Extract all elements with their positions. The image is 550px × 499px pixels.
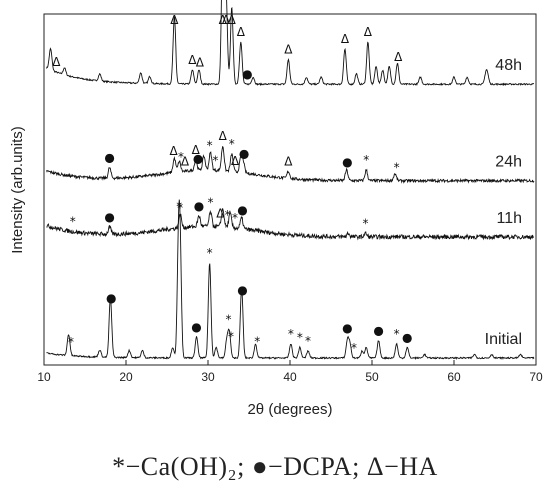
x-tick-label: 20 bbox=[119, 370, 133, 384]
peak-marker: * bbox=[207, 246, 213, 260]
peak-marker: ● bbox=[237, 203, 247, 217]
peak-marker: * bbox=[362, 216, 368, 230]
y-axis-label: Intensity (arb.units) bbox=[9, 126, 26, 254]
peak-marker: Δ bbox=[341, 32, 350, 46]
peak-marker: * bbox=[178, 150, 184, 164]
peak-marker: * bbox=[351, 341, 357, 355]
peak-marker: Δ bbox=[394, 50, 403, 64]
traces bbox=[46, 0, 535, 360]
peak-marker: Δ bbox=[219, 13, 228, 27]
peak-marker: ● bbox=[193, 152, 203, 166]
peak-marker: ● bbox=[342, 155, 352, 169]
peak-marker: ● bbox=[373, 323, 383, 337]
peak-marker: ● bbox=[237, 283, 247, 297]
peak-marker: * bbox=[228, 330, 234, 344]
legend-caption: *−Ca(OH)₂; ●−DCPA; Δ−HA bbox=[112, 452, 438, 481]
peak-marker: * bbox=[363, 153, 369, 167]
peak-marker: ● bbox=[106, 291, 116, 305]
peak-marker: * bbox=[394, 327, 400, 341]
peak-marker: Δ bbox=[170, 13, 179, 27]
peak-marker: * bbox=[288, 327, 294, 341]
trace-24h bbox=[46, 145, 535, 184]
peak-marker: * bbox=[70, 215, 76, 229]
trace-label: 24h bbox=[495, 154, 522, 171]
peak-marker: Δ bbox=[222, 13, 231, 27]
peak-marker: Δ bbox=[52, 55, 61, 69]
peak-marker: ● bbox=[242, 67, 252, 81]
peak-marker: Δ bbox=[284, 154, 293, 168]
peak-marker: Δ bbox=[237, 25, 246, 39]
peak-marker: * bbox=[229, 137, 235, 151]
x-tick-label: 40 bbox=[283, 370, 297, 384]
peak-marker: Δ bbox=[192, 143, 201, 157]
trace-label: 48h bbox=[495, 57, 522, 74]
trace-11h bbox=[46, 208, 535, 241]
peak-marker: ● bbox=[239, 147, 249, 161]
peak-marker: * bbox=[212, 153, 218, 167]
trace-label: Initial bbox=[485, 331, 522, 348]
trace-label: 11h bbox=[496, 210, 522, 227]
peak-marker: * bbox=[176, 199, 182, 213]
peak-marker: Δ bbox=[284, 43, 293, 57]
peak-marker: ● bbox=[194, 199, 204, 213]
x-tick-label: 50 bbox=[365, 370, 379, 384]
peak-marker: ● bbox=[191, 320, 201, 334]
peak-marker: * bbox=[68, 335, 74, 349]
peak-marker: ● bbox=[104, 210, 114, 224]
peak-marker: ● bbox=[342, 321, 352, 335]
peak-marker: Δ bbox=[181, 154, 190, 168]
peak-marker: ● bbox=[402, 330, 412, 344]
trace-initial bbox=[46, 199, 535, 360]
peak-marker: * bbox=[207, 139, 213, 153]
peak-marker: Δ bbox=[169, 144, 178, 158]
x-axis-label: 2θ (degrees) bbox=[247, 401, 332, 418]
x-tick-label: 30 bbox=[201, 370, 215, 384]
peak-marker: Δ bbox=[188, 53, 197, 67]
x-tick-label: 10 bbox=[37, 370, 51, 384]
peak-marker: Δ bbox=[364, 25, 373, 39]
peak-marker: * bbox=[305, 334, 311, 348]
trace-labels: 48h 24h 11h Initial bbox=[485, 57, 522, 348]
peak-marker: Δ bbox=[196, 55, 205, 69]
peak-marker: Δ bbox=[228, 13, 237, 27]
peak-marker: * bbox=[232, 211, 238, 225]
x-ticks: 10 20 30 40 50 60 70 bbox=[37, 360, 543, 384]
peak-marker: Δ bbox=[219, 129, 228, 143]
peak-marker: * bbox=[254, 335, 260, 349]
trace-48h bbox=[46, 0, 535, 87]
peak-marker: Δ bbox=[216, 207, 225, 221]
peak-marker: * bbox=[226, 313, 232, 327]
x-tick-label: 70 bbox=[529, 370, 543, 384]
peak-marker: * bbox=[207, 195, 213, 209]
peak-marker: * bbox=[177, 201, 183, 215]
peak-marker: Δ bbox=[231, 154, 240, 168]
peak-marker: * bbox=[394, 161, 400, 175]
plot-frame bbox=[43, 13, 537, 366]
peak-marker: ● bbox=[104, 151, 114, 165]
peak-marker: * bbox=[225, 208, 231, 222]
x-tick-label: 60 bbox=[447, 370, 461, 384]
peak-marker: * bbox=[297, 330, 303, 344]
